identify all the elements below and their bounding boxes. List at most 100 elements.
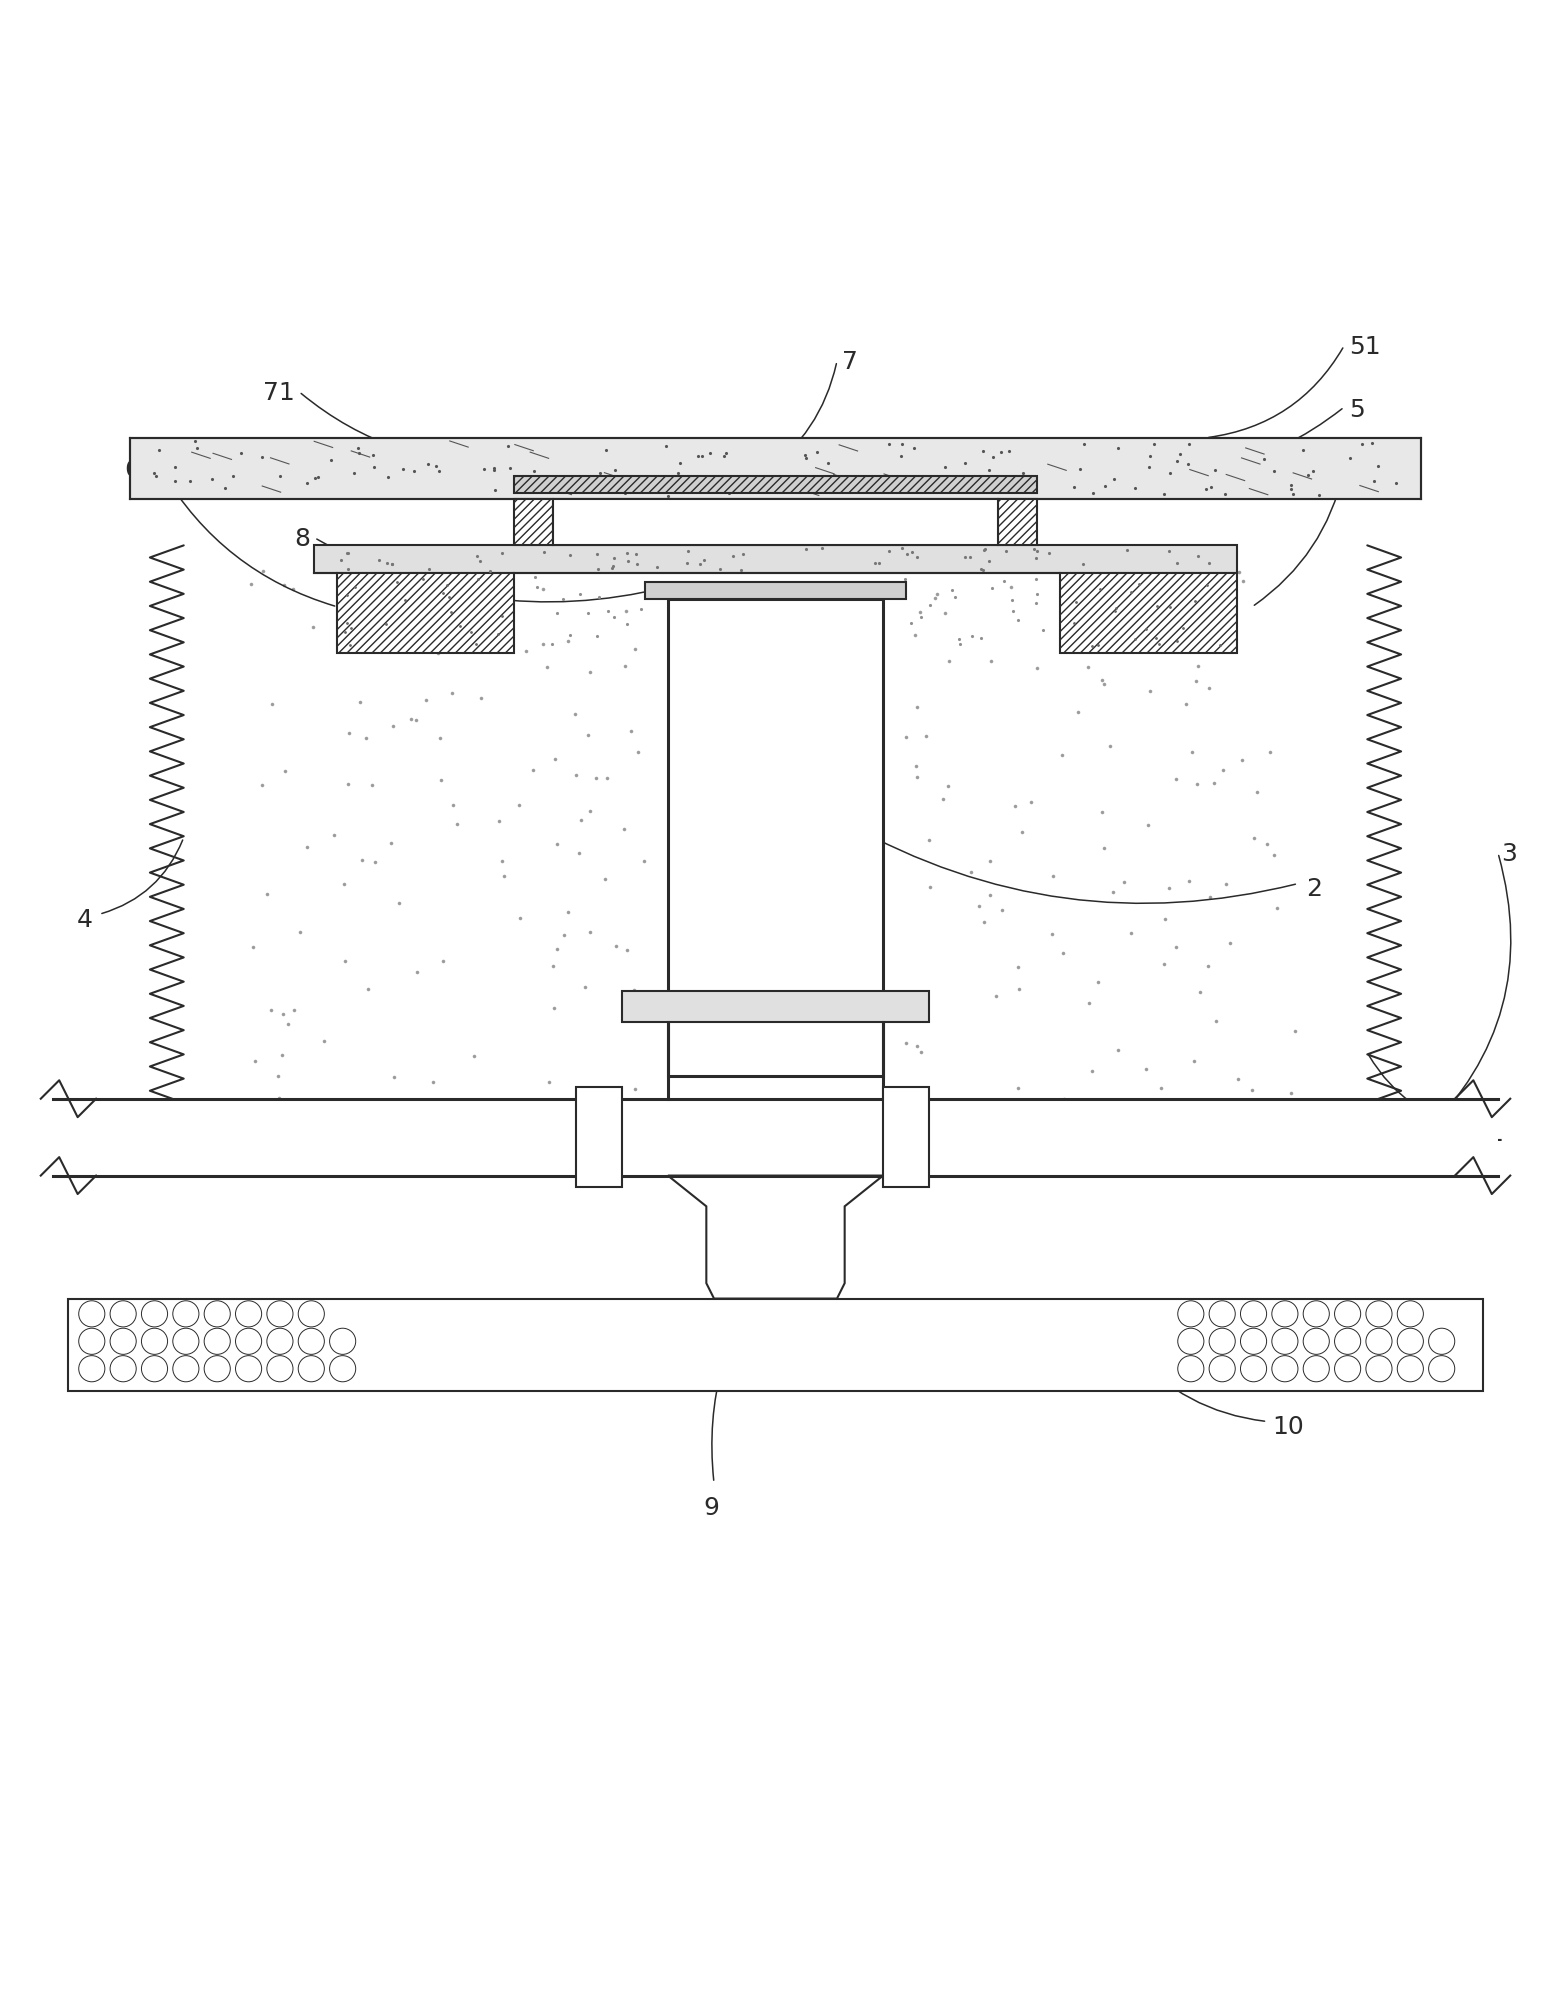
Point (498, 600, 523, 632)
Point (259, 995, 284, 1027)
Point (1174, 689, 1199, 721)
Polygon shape (668, 1176, 883, 1299)
Point (1089, 665, 1114, 697)
Text: 1: 1 (1487, 1122, 1503, 1146)
Point (907, 596, 932, 628)
Point (513, 636, 538, 669)
Point (1261, 840, 1286, 872)
Point (1280, 1102, 1304, 1134)
Point (903, 620, 927, 653)
Point (579, 796, 603, 828)
Point (1185, 1098, 1210, 1130)
Point (281, 574, 306, 606)
Point (1225, 1063, 1250, 1096)
Point (273, 755, 298, 787)
Point (1137, 677, 1162, 709)
Point (1135, 810, 1160, 842)
Bar (883, 1088, 929, 1188)
Point (1255, 830, 1280, 862)
Point (893, 721, 918, 753)
Point (271, 999, 296, 1031)
Point (323, 820, 347, 852)
Point (583, 763, 608, 796)
Text: 10: 10 (1272, 1414, 1304, 1438)
Point (1066, 697, 1090, 729)
Point (417, 542, 442, 574)
Point (579, 916, 603, 949)
Point (999, 572, 1024, 604)
Point (476, 594, 501, 626)
Point (403, 705, 428, 737)
Point (1052, 632, 1076, 665)
Point (490, 846, 515, 878)
Bar (999, 499, 1036, 546)
Point (1025, 653, 1050, 685)
Point (271, 570, 296, 602)
Point (270, 1039, 295, 1071)
Point (1187, 651, 1211, 683)
Bar (645, 582, 906, 600)
Point (444, 1134, 468, 1166)
Point (499, 546, 524, 578)
Point (544, 932, 569, 965)
Point (614, 596, 639, 628)
Point (624, 1073, 648, 1106)
Point (613, 651, 637, 683)
Point (563, 699, 588, 731)
Text: 3: 3 (1501, 842, 1517, 866)
Point (399, 552, 423, 584)
Point (360, 769, 385, 802)
Point (624, 634, 648, 667)
Point (1163, 932, 1188, 965)
Point (1157, 872, 1182, 904)
Text: 2: 2 (1306, 876, 1321, 900)
Point (535, 651, 560, 683)
Point (462, 1039, 487, 1071)
Point (1264, 892, 1289, 924)
Bar (668, 600, 883, 1075)
Point (475, 1110, 499, 1142)
Bar (338, 574, 515, 655)
Point (337, 717, 361, 749)
Text: 4: 4 (78, 908, 93, 930)
Point (259, 689, 284, 721)
Point (1241, 822, 1266, 854)
Point (631, 846, 656, 878)
Point (931, 783, 955, 816)
Point (977, 878, 1002, 910)
Point (1174, 554, 1199, 586)
Point (990, 894, 1014, 926)
Point (1106, 1033, 1131, 1065)
Point (1039, 918, 1064, 951)
Point (1084, 594, 1109, 626)
Point (1090, 1120, 1115, 1152)
Point (622, 975, 647, 1007)
Point (1079, 1055, 1104, 1088)
Bar (515, 477, 1036, 493)
Point (1233, 1094, 1258, 1126)
Point (611, 814, 636, 846)
Point (1090, 796, 1115, 828)
Point (1197, 882, 1222, 914)
Point (1258, 737, 1283, 769)
Point (282, 995, 307, 1027)
Point (951, 1138, 976, 1170)
Point (1100, 1118, 1124, 1150)
Text: 61: 61 (124, 457, 157, 481)
Point (239, 1088, 264, 1120)
Point (1148, 1073, 1173, 1106)
Point (239, 568, 264, 600)
Point (1179, 1110, 1204, 1142)
Point (1092, 669, 1117, 701)
Point (592, 864, 617, 896)
Point (1007, 973, 1031, 1005)
Point (1188, 977, 1213, 1009)
Point (250, 769, 275, 802)
Point (530, 574, 555, 606)
Point (1183, 665, 1208, 697)
Point (1076, 651, 1101, 683)
Point (445, 808, 470, 840)
Point (368, 600, 392, 632)
Point (312, 1130, 337, 1162)
Point (302, 1136, 327, 1168)
